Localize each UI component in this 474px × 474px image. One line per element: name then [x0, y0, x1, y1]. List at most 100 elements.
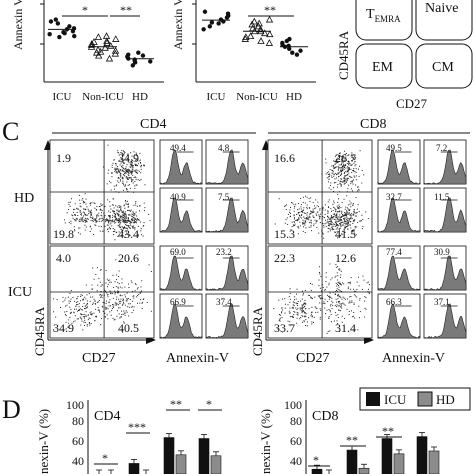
event-dot	[351, 229, 353, 231]
event-dot	[143, 225, 145, 227]
event-dot	[311, 230, 313, 232]
event-dot	[352, 233, 354, 235]
event-dot	[296, 322, 298, 324]
event-dot	[344, 171, 346, 173]
event-dot	[340, 222, 342, 224]
event-dot	[330, 223, 332, 225]
event-dot	[90, 322, 92, 324]
event-dot	[292, 315, 294, 317]
event-dot	[120, 209, 122, 211]
event-dot	[109, 215, 111, 217]
event-dot	[83, 211, 85, 213]
event-dot	[335, 213, 337, 215]
d-cd4-sig-1: *	[102, 451, 108, 465]
event-dot	[92, 267, 94, 269]
event-dot	[106, 218, 108, 220]
event-dot	[333, 202, 335, 204]
event-dot	[339, 152, 341, 154]
event-dot	[337, 183, 339, 185]
event-dot	[339, 180, 341, 182]
event-dot	[81, 219, 83, 221]
event-dot	[122, 170, 124, 172]
event-dot	[124, 173, 126, 175]
event-dot	[105, 306, 107, 308]
event-dot	[115, 286, 117, 288]
event-dot	[328, 178, 330, 180]
event-dot	[330, 321, 332, 323]
event-dot	[358, 188, 360, 190]
event-dot	[86, 221, 88, 223]
event-dot	[303, 310, 305, 312]
event-dot	[286, 204, 288, 206]
event-dot	[84, 296, 86, 298]
event-dot	[359, 311, 361, 313]
event-dot	[330, 279, 332, 281]
event-dot	[334, 160, 336, 162]
event-dot	[338, 204, 340, 206]
event-dot	[126, 220, 128, 222]
event-dot	[344, 304, 346, 306]
event-dot	[118, 168, 120, 170]
event-dot	[101, 295, 103, 297]
event-dot	[144, 184, 146, 186]
event-dot	[122, 230, 124, 232]
event-dot	[298, 227, 300, 229]
event-dot	[146, 302, 148, 304]
event-dot	[99, 296, 101, 298]
event-dot	[345, 218, 347, 220]
event-dot	[83, 200, 85, 202]
event-dot	[93, 298, 95, 300]
event-dot	[126, 224, 128, 226]
top-left-xtick-hd: HD	[132, 91, 148, 103]
event-dot	[340, 216, 342, 218]
event-dot	[338, 229, 340, 231]
event-dot	[118, 313, 120, 315]
event-dot	[336, 161, 338, 163]
event-dot	[345, 212, 347, 214]
event-dot	[101, 297, 103, 299]
event-dot	[327, 224, 329, 226]
event-dot	[139, 221, 141, 223]
event-dot	[127, 224, 129, 226]
event-dot	[130, 163, 132, 165]
event-dot	[340, 217, 342, 219]
event-dot	[356, 288, 358, 290]
event-dot	[85, 218, 87, 220]
event-dot	[328, 181, 330, 183]
cd8-hd-q2: 26.7	[335, 151, 356, 165]
event-dot	[115, 163, 117, 165]
event-dot	[308, 198, 310, 200]
event-dot	[343, 228, 345, 230]
event-dot	[136, 220, 138, 222]
event-dot	[121, 177, 123, 179]
event-dot	[124, 294, 126, 296]
event-dot	[346, 159, 348, 161]
event-dot	[123, 150, 125, 152]
event-dot	[99, 293, 101, 295]
event-dot	[114, 214, 116, 216]
event-dot	[289, 207, 291, 209]
event-dot	[97, 301, 99, 303]
event-dot	[123, 221, 125, 223]
event-dot	[94, 202, 96, 204]
event-dot	[353, 220, 355, 222]
event-dot	[77, 214, 79, 216]
event-dot	[84, 193, 86, 195]
event-dot	[124, 213, 126, 215]
event-dot	[300, 198, 302, 200]
event-dot	[344, 176, 346, 178]
event-dot	[303, 316, 305, 318]
schematic-em-label: EM	[372, 60, 394, 75]
event-dot	[330, 305, 332, 307]
event-dot	[124, 184, 126, 186]
event-dot	[119, 294, 121, 296]
event-dot	[91, 214, 93, 216]
event-dot	[358, 285, 360, 287]
event-dot	[121, 159, 123, 161]
event-dot	[357, 329, 359, 331]
event-dot	[71, 214, 73, 216]
event-dot	[309, 200, 311, 202]
event-dot	[347, 228, 349, 230]
event-dot	[346, 178, 348, 180]
event-dot	[358, 276, 360, 278]
